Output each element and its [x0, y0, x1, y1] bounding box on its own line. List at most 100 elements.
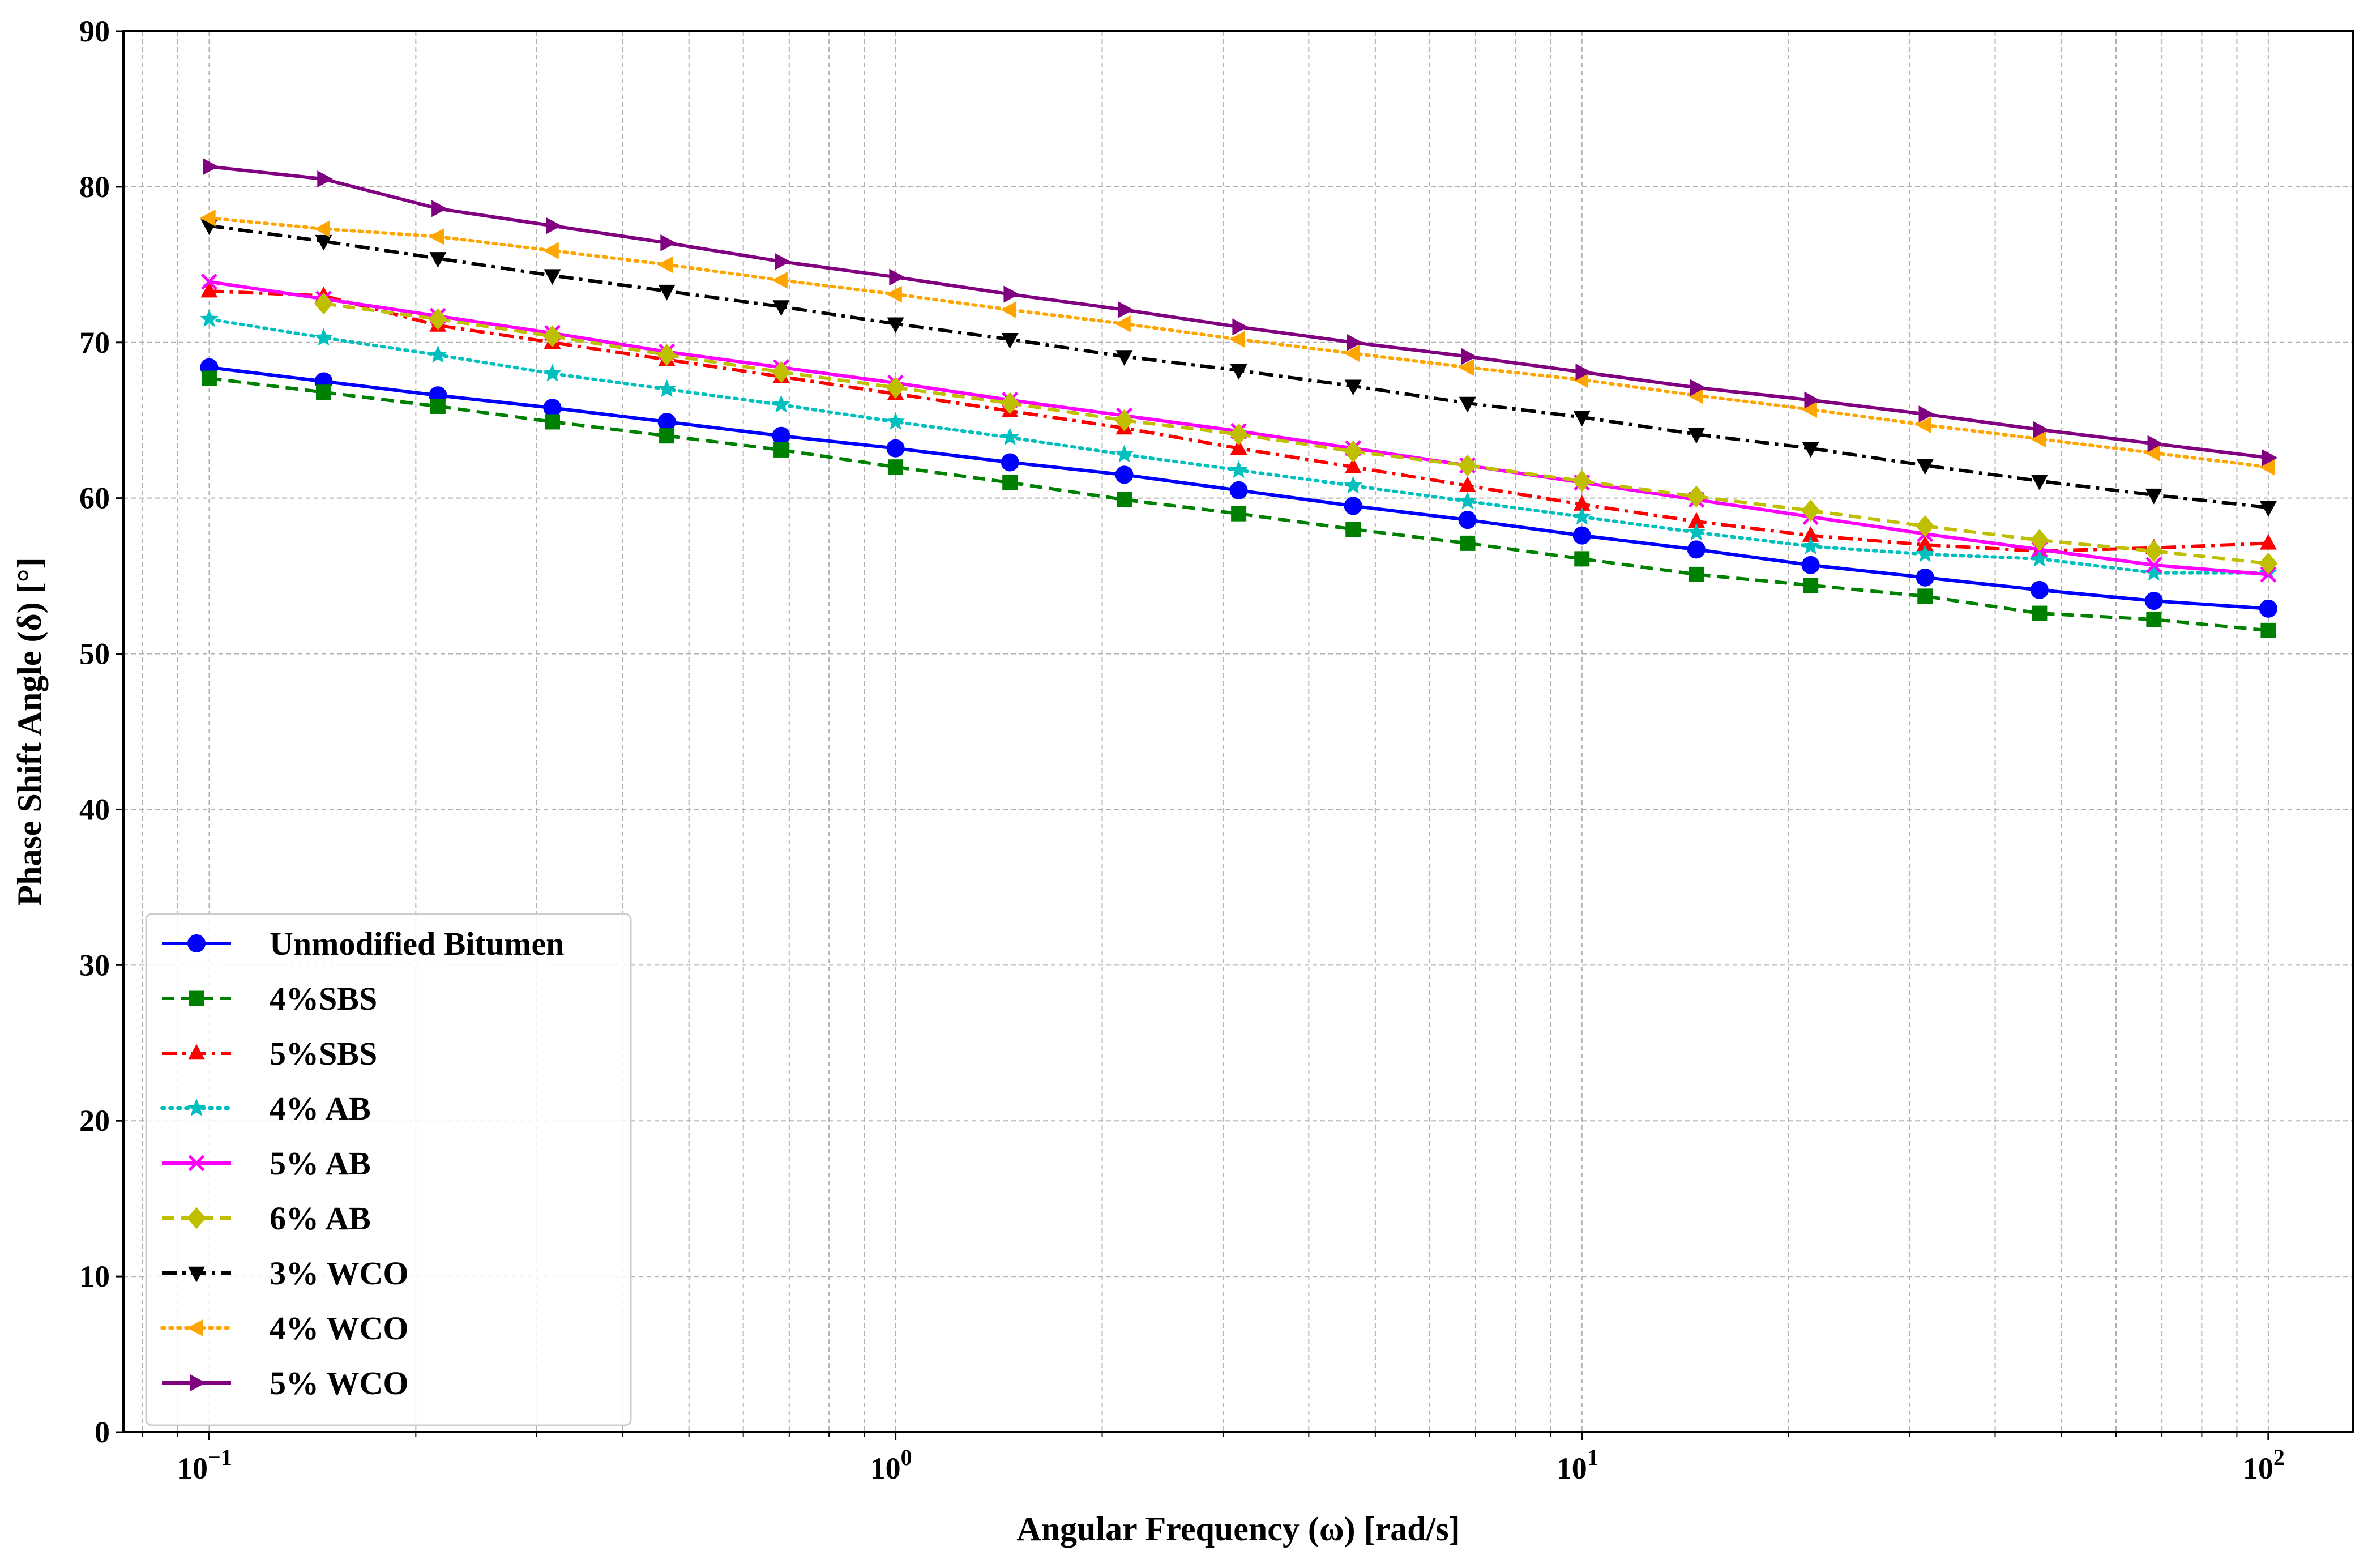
legend-entry: 3% WCO	[162, 1255, 408, 1292]
data-point	[1117, 492, 1132, 507]
data-point	[2145, 557, 2162, 574]
data-point	[1801, 499, 1820, 522]
data-point	[201, 370, 217, 386]
legend-entry: 5% AB	[162, 1145, 371, 1182]
data-point	[1572, 507, 1592, 525]
data-point	[1687, 512, 1705, 528]
data-point	[200, 309, 219, 327]
data-point	[1115, 350, 1133, 366]
data-point	[200, 274, 217, 290]
legend-label: 4% WCO	[270, 1310, 408, 1347]
legend-entry: 4%SBS	[162, 980, 377, 1017]
data-point	[188, 1044, 205, 1060]
data-point	[2259, 599, 2277, 618]
data-point	[543, 399, 562, 417]
data-point	[1115, 409, 1134, 431]
data-point	[657, 256, 673, 274]
x-tick-label: 101	[1557, 1445, 1598, 1485]
data-point	[1459, 476, 1476, 492]
data-point	[1802, 526, 1819, 542]
data-point	[658, 284, 676, 301]
data-point	[1231, 506, 1247, 522]
data-point	[188, 1155, 205, 1172]
series-4-sbs	[201, 370, 2276, 638]
data-point	[2147, 435, 2164, 452]
data-point	[314, 292, 334, 315]
legend-entry: 4% AB	[160, 1090, 371, 1127]
legend-entry: Unmodified Bitumen	[162, 925, 564, 962]
legend-label: 4%SBS	[270, 980, 377, 1017]
legend-label: 5% WCO	[270, 1365, 408, 1402]
data-point	[188, 1266, 205, 1283]
data-point	[1001, 428, 1020, 446]
data-point	[1344, 379, 1362, 396]
data-point	[1572, 469, 1592, 492]
data-point	[1917, 588, 1933, 604]
data-point	[1573, 495, 1591, 511]
data-point	[1573, 411, 1591, 427]
y-tick-label: 30	[79, 948, 110, 982]
data-point	[2144, 540, 2164, 562]
data-point	[430, 398, 446, 414]
data-point	[187, 934, 206, 952]
data-point	[1344, 476, 1363, 494]
series-layer	[199, 158, 2278, 638]
data-point	[187, 1098, 206, 1116]
y-tick-label: 10	[79, 1259, 110, 1293]
y-tick-label: 40	[79, 792, 110, 826]
data-point	[1115, 465, 1134, 484]
data-point	[2259, 458, 2275, 476]
data-point	[429, 252, 447, 268]
y-tick-label: 60	[79, 481, 110, 515]
data-point	[1916, 544, 1935, 562]
data-point	[1458, 511, 1477, 529]
legend-label: 3% WCO	[270, 1255, 408, 1292]
data-point	[2259, 552, 2278, 575]
data-point	[2031, 475, 2048, 490]
data-point	[659, 428, 675, 444]
data-point	[1572, 526, 1591, 545]
data-point	[657, 379, 676, 398]
data-point	[544, 414, 560, 430]
y-tick-label: 70	[79, 326, 110, 360]
data-point	[1916, 416, 1932, 434]
data-point	[2030, 580, 2049, 599]
data-point	[2033, 421, 2049, 438]
legend-label: 6% AB	[270, 1200, 371, 1237]
data-point	[1230, 364, 1247, 380]
data-point	[1916, 568, 1934, 587]
data-point	[542, 325, 562, 348]
data-point-stroke	[200, 274, 217, 290]
data-point	[1801, 556, 1820, 574]
data-point	[1118, 301, 1134, 319]
legend-entry: 6% AB	[162, 1200, 371, 1237]
plot-frame	[122, 30, 2354, 1433]
y-tick-label: 50	[79, 637, 110, 671]
data-point	[2032, 605, 2048, 621]
data-point	[2144, 563, 2164, 581]
y-axis-title: Phase Shift Angle (δ) [°]	[11, 557, 48, 905]
data-point	[2030, 549, 2049, 567]
data-point	[543, 364, 562, 382]
data-point	[431, 200, 447, 217]
data-point	[2259, 533, 2277, 550]
data-point	[2259, 501, 2277, 517]
data-point	[772, 361, 791, 383]
data-point	[1001, 301, 1016, 319]
data-point	[1687, 522, 1706, 541]
y-tick-label: 0	[95, 1415, 110, 1449]
data-point	[1461, 348, 1477, 365]
data-point	[314, 220, 330, 238]
series-line	[323, 302, 2269, 566]
data-point	[775, 253, 791, 270]
data-point	[544, 269, 561, 285]
data-point	[2145, 488, 2162, 505]
data-point	[1801, 536, 1820, 554]
data-point	[1344, 458, 1362, 473]
legend-label: 4% AB	[270, 1090, 371, 1127]
series-6-ab	[314, 292, 2278, 575]
data-point	[203, 158, 219, 176]
data-point	[1229, 481, 1248, 499]
data-point	[772, 395, 790, 413]
